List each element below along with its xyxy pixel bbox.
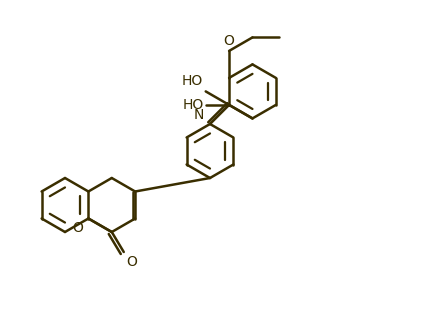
Text: O: O — [126, 255, 137, 269]
Text: HO: HO — [183, 98, 204, 112]
Text: N: N — [194, 108, 204, 122]
Text: HO: HO — [181, 74, 203, 88]
Text: O: O — [224, 34, 235, 48]
Text: O: O — [73, 222, 83, 235]
